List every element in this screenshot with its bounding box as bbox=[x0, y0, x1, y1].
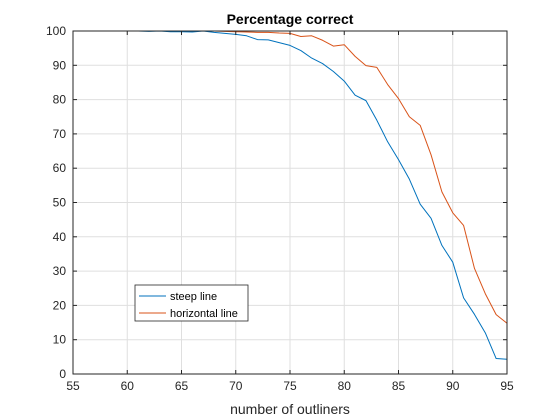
legend-label-horizontal-line: horizontal line bbox=[170, 308, 238, 320]
chart-title: Percentage correct bbox=[227, 11, 354, 27]
y-tick-label: 20 bbox=[53, 298, 67, 312]
x-tick-label: 95 bbox=[500, 379, 514, 393]
y-tick-label: 80 bbox=[53, 93, 67, 107]
axes-box bbox=[72, 30, 508, 375]
legend-box bbox=[134, 284, 249, 322]
x-tick-label: 70 bbox=[229, 379, 243, 393]
y-tick-label: 0 bbox=[59, 367, 66, 381]
x-tick-label: 55 bbox=[66, 379, 80, 393]
legend: steep line horizontal line bbox=[134, 284, 249, 322]
y-tick-label: 50 bbox=[53, 196, 67, 210]
x-axis-label: number of outliners bbox=[230, 401, 350, 417]
y-tick-label: 30 bbox=[53, 264, 67, 278]
legend-label-steep-line: steep line bbox=[170, 291, 217, 303]
x-tick-label: 90 bbox=[446, 379, 460, 393]
y-tick-label: 60 bbox=[53, 161, 67, 175]
tick-labels: 55 60 65 70 75 80 85 90 95 0 10 20 30 40 50 60 70 80 90 100 bbox=[46, 24, 514, 393]
y-tick-label: 100 bbox=[46, 24, 66, 38]
y-tick-label: 10 bbox=[53, 333, 67, 347]
x-tick-label: 60 bbox=[121, 379, 135, 393]
x-tick-label: 65 bbox=[175, 379, 189, 393]
x-tick-label: 80 bbox=[338, 379, 352, 393]
y-tick-label: 70 bbox=[53, 127, 67, 141]
y-tick-label: 40 bbox=[53, 230, 67, 244]
x-tick-label: 75 bbox=[283, 379, 297, 393]
x-tick-label: 85 bbox=[392, 379, 406, 393]
y-tick-label: 90 bbox=[53, 58, 67, 72]
